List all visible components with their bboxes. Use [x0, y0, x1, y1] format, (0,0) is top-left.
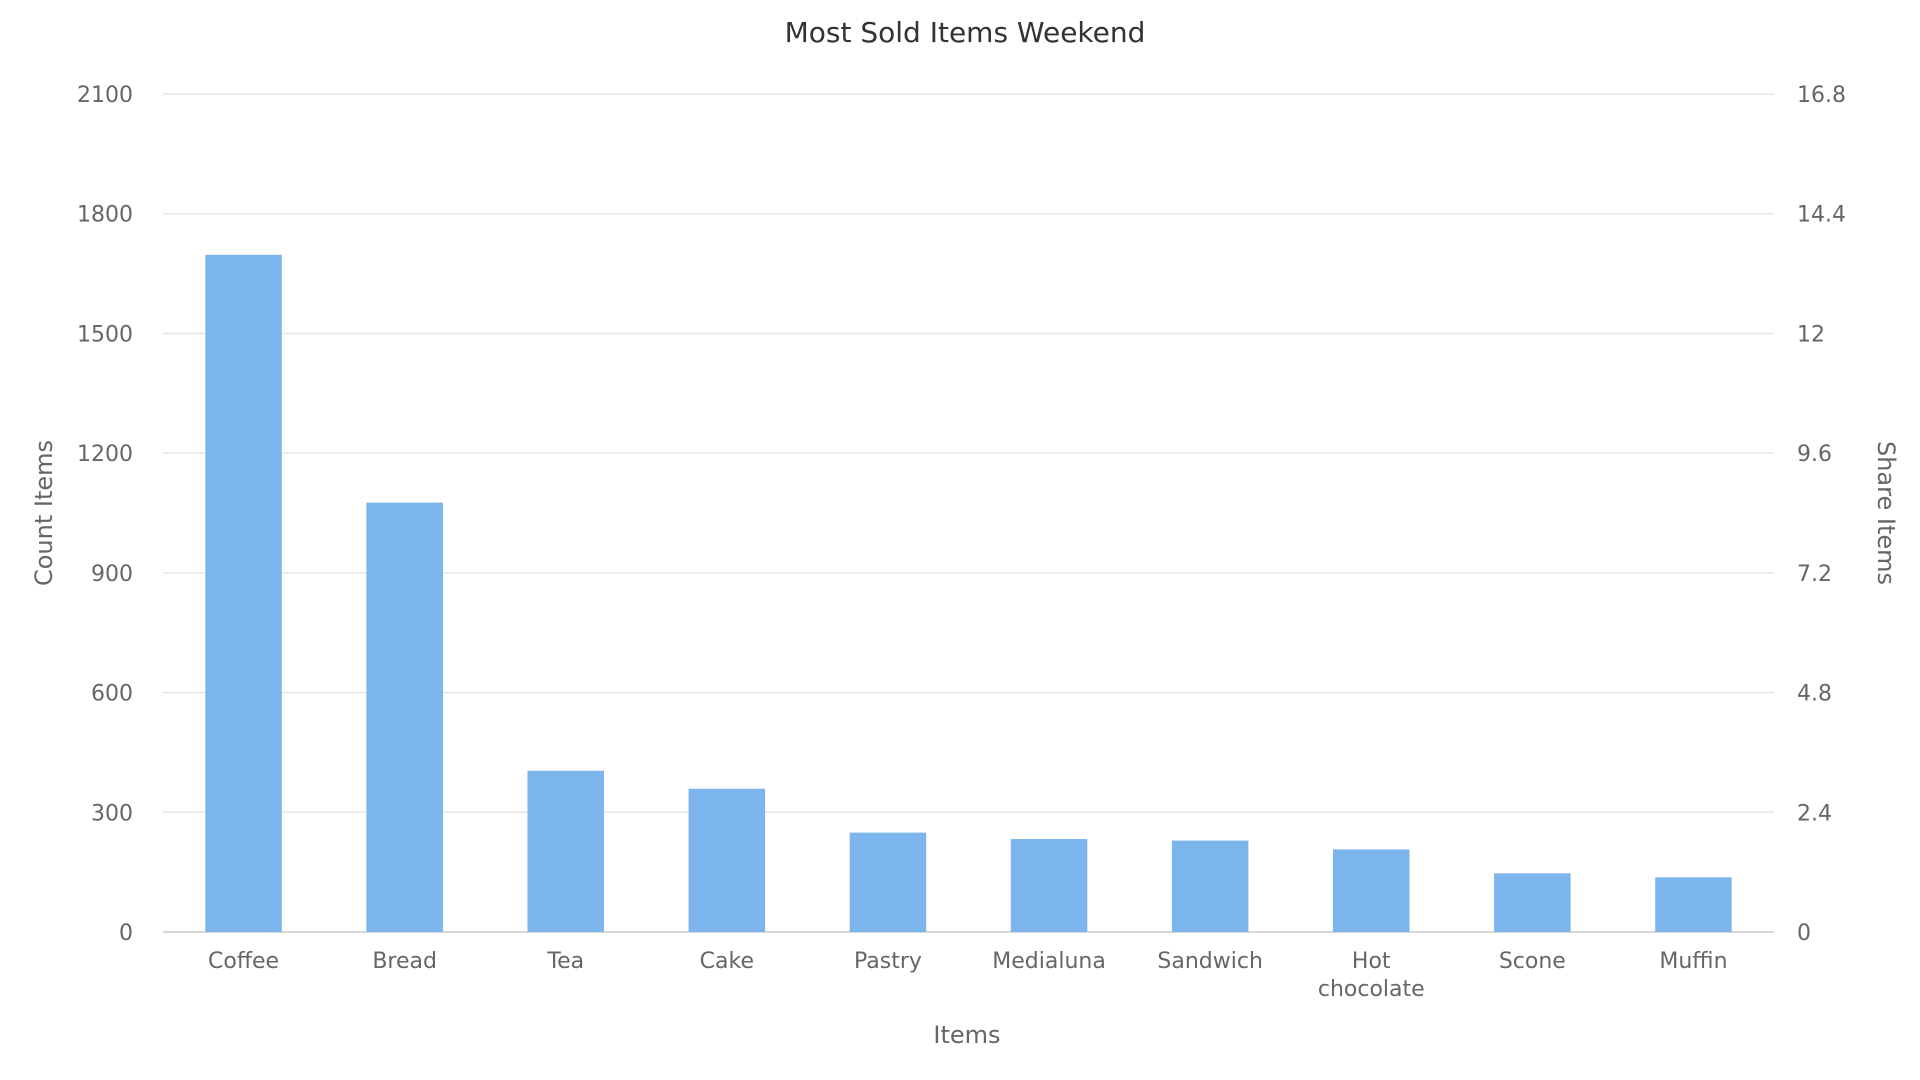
y2-tick-label: 2.4 [1797, 801, 1832, 826]
y-tick-label: 0 [119, 921, 133, 946]
y-axis-ticks: 0 300 600 900 1200 1500 1800 2100 [77, 83, 133, 946]
x-axis-ticks: Coffee Bread Tea Cake Pastry Medialuna Sandwic… [208, 949, 1728, 1002]
y2-tick-label: 16.8 [1797, 83, 1846, 108]
y2-tick-label: 9.6 [1797, 442, 1832, 467]
bar [688, 788, 766, 932]
bar [1655, 877, 1732, 932]
y-tick-label: 1200 [77, 442, 133, 467]
bar [1171, 840, 1249, 932]
x-tick-label: Cake [700, 949, 754, 974]
y2-tick-label: 7.2 [1797, 562, 1832, 587]
y-tick-label: 1500 [77, 322, 133, 347]
y-tick-label: 600 [91, 682, 133, 707]
y2-axis-ticks: 0 2.4 4.8 7.2 9.6 12 14.4 16.8 [1797, 83, 1846, 946]
y2-tick-label: 14.4 [1797, 203, 1846, 228]
x-tick-label: Hot chocolate [1318, 949, 1425, 1002]
y2-tick-label: 4.8 [1797, 682, 1832, 707]
bar [527, 770, 605, 932]
x-tick-label: Muffin [1659, 949, 1727, 974]
y2-tick-label: 0 [1797, 921, 1811, 946]
y-tick-label: 900 [91, 562, 133, 587]
y2-tick-label: 12 [1797, 322, 1825, 347]
x-tick-label: Sandwich [1157, 949, 1263, 974]
y2-axis-title: Share Items [1872, 441, 1900, 585]
y-tick-label: 2100 [77, 83, 133, 108]
bar [849, 832, 927, 932]
y-axis-title: Count Items [30, 440, 58, 586]
x-tick-label: Medialuna [992, 949, 1106, 974]
x-tick-label: Pastry [854, 949, 922, 974]
bars [205, 254, 1732, 932]
bar [1494, 873, 1571, 932]
y-tick-label: 300 [91, 801, 133, 826]
x-tick-label: Tea [546, 949, 584, 974]
bar [1010, 839, 1088, 932]
bar [1332, 849, 1410, 932]
x-tick-label: Bread [372, 949, 437, 974]
x-tick-label: Coffee [208, 949, 279, 974]
x-axis-title: Items [933, 1021, 1000, 1049]
bar [205, 254, 282, 932]
bar [366, 502, 443, 932]
x-tick-label: Scone [1499, 949, 1566, 974]
chart-title: Most Sold Items Weekend [785, 16, 1146, 49]
y-tick-label: 1800 [77, 203, 133, 228]
